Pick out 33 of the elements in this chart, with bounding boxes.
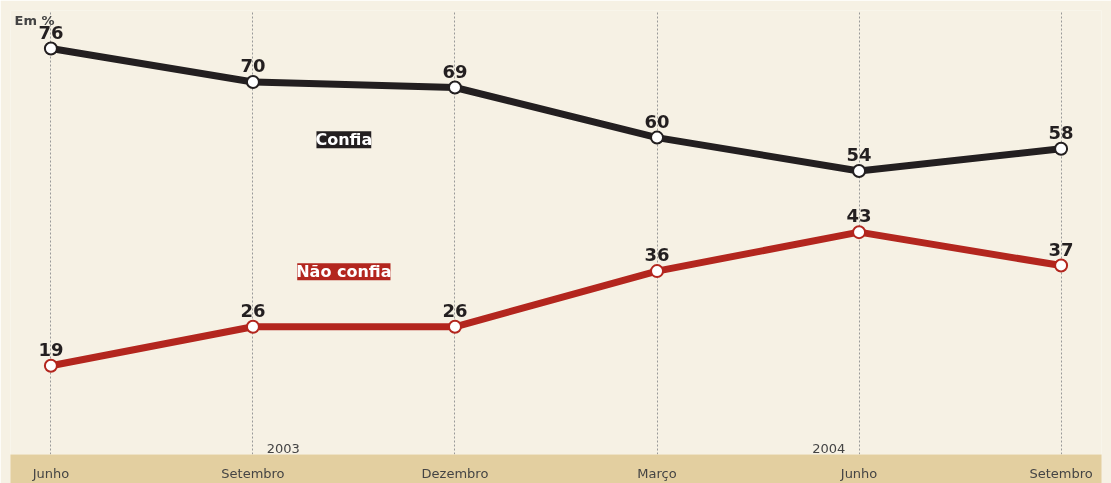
point [650,130,665,145]
text: 2004 [812,440,846,456]
data-label: 69 [442,60,468,82]
point [1054,258,1069,273]
text: Confia [315,130,373,150]
point [1054,141,1069,156]
data-label: 37 [1048,238,1074,260]
point [852,225,867,240]
text: 2003 [266,440,300,456]
point [447,319,462,334]
x-tick-label: Junho [31,465,70,481]
x-tick-label: Setembro [221,465,285,481]
x-tick-label: Junho [839,465,878,481]
text: Não confia [296,262,392,282]
point [852,163,867,178]
data-label: 36 [644,244,670,266]
data-label: 26 [442,299,468,321]
point [245,74,260,89]
point [43,41,58,56]
data-label: 58 [1048,121,1074,143]
data-label: 19 [38,338,64,360]
x-tick-label: Setembro [1029,465,1093,481]
x-tick-label: Dezembro [421,465,489,481]
data-label: 43 [846,205,872,227]
data-label: 54 [846,143,872,165]
data-label: 60 [644,110,670,132]
point [43,358,58,373]
data-label: 26 [240,299,266,321]
point [447,80,462,95]
point [650,264,665,279]
data-label: 70 [240,54,266,76]
point [245,319,260,334]
x-tick-label: Março [637,465,677,481]
